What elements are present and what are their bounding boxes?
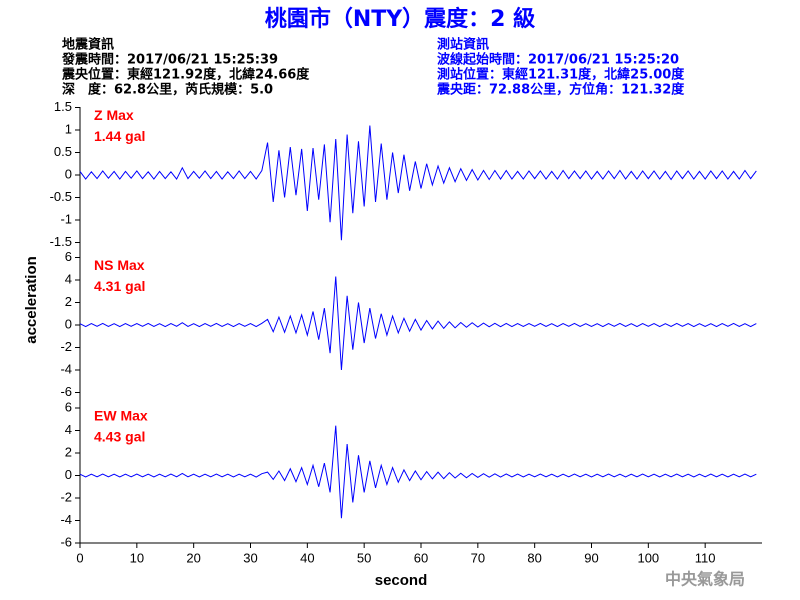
- station-info: 測站資訊: [437, 37, 489, 53]
- y-tick-label: 6: [65, 249, 72, 264]
- y-tick-label: 1: [65, 121, 72, 136]
- x-tick-label: 70: [471, 550, 485, 565]
- y-tick-label: -1: [60, 211, 72, 226]
- station-info: 測站位置：東經121.31度，北緯25.00度: [437, 67, 685, 83]
- y-tick-label: 1.5: [54, 99, 72, 114]
- x-tick-label: 30: [243, 550, 257, 565]
- x-tick-label: 100: [637, 550, 659, 565]
- y-tick-label: -0.5: [50, 189, 72, 204]
- x-tick-label: 80: [527, 550, 541, 565]
- station-info: 震央距：72.88公里，方位角：121.32度: [436, 82, 685, 98]
- y-tick-label: -2: [60, 339, 72, 354]
- event-info: 震央位置：東經121.92度，北緯24.66度: [61, 67, 310, 83]
- event-info: 深 度：62.8公里，芮氏規模：5.0: [62, 82, 273, 98]
- x-tick-label: 90: [584, 550, 598, 565]
- waveform: [79, 425, 757, 519]
- y-tick-label: 4: [65, 271, 72, 286]
- waveform: [79, 125, 757, 241]
- y-tick-label: 0: [65, 467, 72, 482]
- y-tick-label: -6: [60, 534, 72, 549]
- y-tick-label: -6: [60, 384, 72, 399]
- max-annotation: 4.31 gal: [94, 278, 145, 294]
- y-axis-label: acceleration: [23, 256, 40, 344]
- x-tick-label: 0: [76, 550, 83, 565]
- y-tick-label: 0: [65, 316, 72, 331]
- max-annotation: NS Max: [94, 257, 145, 273]
- y-tick-label: 0.5: [54, 144, 72, 159]
- y-tick-label: -1.5: [50, 234, 72, 249]
- max-annotation: EW Max: [94, 408, 148, 424]
- y-tick-label: -2: [60, 489, 72, 504]
- x-tick-label: 40: [300, 550, 314, 565]
- x-tick-label: 110: [695, 550, 716, 565]
- x-tick-label: 60: [414, 550, 428, 565]
- y-tick-label: 6: [65, 399, 72, 414]
- event-info: 地震資訊: [62, 37, 114, 53]
- x-axis-label: second: [375, 572, 428, 589]
- x-tick-label: 50: [357, 550, 371, 565]
- y-tick-label: 2: [65, 444, 72, 459]
- y-tick-label: 2: [65, 294, 72, 309]
- max-annotation: 4.43 gal: [94, 429, 145, 445]
- chart-title: 桃園市（NTY）震度：2 級: [265, 6, 535, 32]
- y-tick-label: 4: [65, 422, 72, 437]
- event-info: 發震時間：2017/06/21 15:25:39: [61, 52, 278, 68]
- waveform: [79, 276, 757, 371]
- y-tick-label: 0: [65, 166, 72, 181]
- y-tick-label: -4: [60, 512, 72, 527]
- footer-watermark: 中央氣象局: [665, 570, 745, 589]
- max-annotation: Z Max: [94, 107, 134, 123]
- station-info: 波線起始時間：2017/06/21 15:25:20: [437, 52, 679, 68]
- y-tick-label: -4: [60, 361, 72, 376]
- max-annotation: 1.44 gal: [94, 128, 145, 144]
- x-tick-label: 20: [186, 550, 200, 565]
- x-tick-label: 10: [130, 550, 144, 565]
